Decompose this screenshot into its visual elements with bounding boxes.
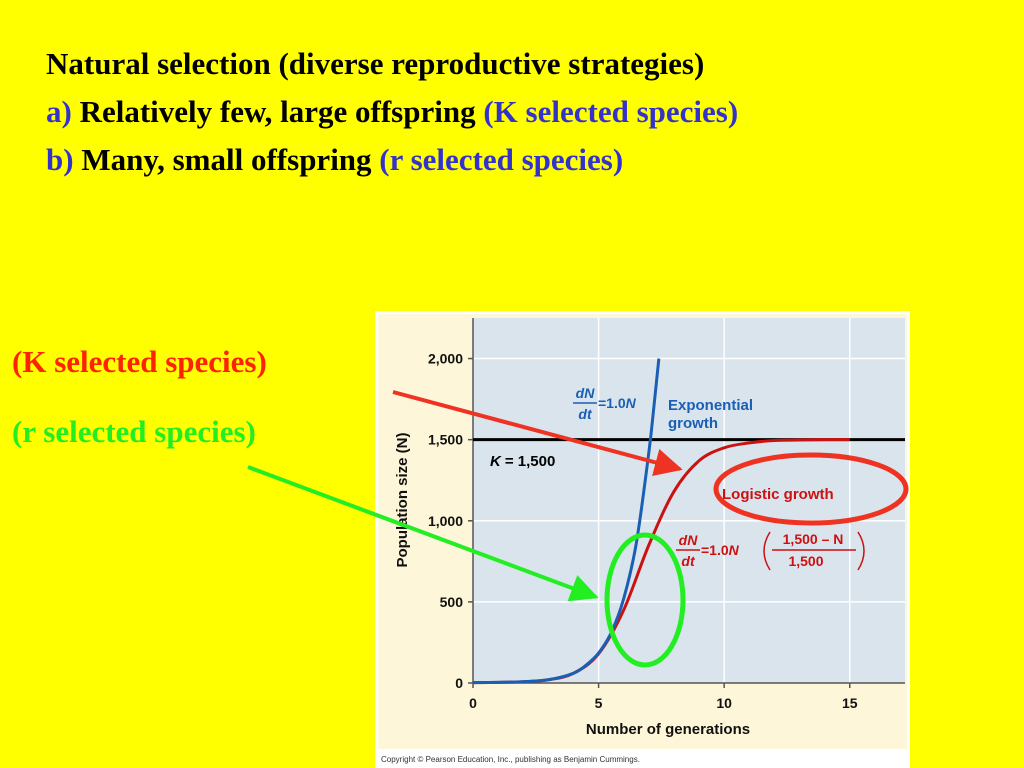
k-selected-arrow bbox=[392, 390, 683, 476]
title-line-2: a) Relatively few, large offspring (K se… bbox=[46, 88, 738, 136]
log-eq-paren-right bbox=[857, 531, 865, 571]
log-eq-paren-numerator: 1,500 – N bbox=[783, 531, 844, 547]
carrying-capacity-label: K = 1,500 bbox=[490, 453, 555, 470]
exp-eq-rhs: =1.0N bbox=[598, 395, 637, 411]
title-line-3: b) Many, small offspring (r selected spe… bbox=[46, 136, 738, 184]
copyright-strip bbox=[378, 749, 907, 768]
log-eq-paren-denominator: 1,500 bbox=[788, 553, 823, 569]
exponential-label-line1: Exponential bbox=[668, 397, 753, 414]
x-tick-label: 0 bbox=[469, 695, 477, 711]
axes bbox=[468, 318, 905, 688]
y-tick-label: 500 bbox=[440, 594, 464, 610]
log-eq-rhs: =1.0N bbox=[701, 542, 740, 558]
r-selected-label: (r selected species) bbox=[12, 414, 256, 449]
r-highlight-ellipse bbox=[604, 532, 686, 668]
exp-eq-numerator: dN bbox=[576, 385, 596, 401]
exp-eq-coefficient: =1.0 bbox=[598, 395, 626, 411]
k-selected-label: (K selected species) bbox=[12, 344, 267, 380]
title-block: Natural selection (diverse reproductive … bbox=[46, 40, 738, 184]
exponential-label-line2: growth bbox=[668, 415, 718, 432]
plot-area bbox=[473, 318, 905, 683]
y-tick-label: 1,000 bbox=[428, 513, 463, 529]
exponential-growth-curve bbox=[472, 358, 661, 685]
logistic-label: Logistic growth bbox=[722, 486, 834, 503]
k-label-open: ( bbox=[12, 344, 23, 379]
x-axis-label: Number of generations bbox=[586, 721, 750, 738]
exp-eq-var: N bbox=[626, 395, 637, 411]
log-eq-denominator: dt bbox=[681, 553, 696, 569]
x-tick-label: 5 bbox=[595, 695, 603, 711]
logistic-highlight-ellipse bbox=[713, 452, 909, 526]
k-value: = 1,500 bbox=[505, 453, 555, 470]
r-selected-arrow bbox=[247, 465, 599, 602]
option-b-marker: b) bbox=[46, 142, 74, 177]
y-tick-label: 0 bbox=[455, 675, 463, 691]
k-var: K bbox=[490, 453, 502, 470]
log-eq-coefficient: =1.0 bbox=[701, 542, 729, 558]
y-tick-label: 1,500 bbox=[428, 432, 463, 448]
k-label-rest: selected species) bbox=[46, 344, 267, 379]
log-eq-paren-left bbox=[763, 531, 771, 571]
option-a-label: (K selected species) bbox=[483, 94, 739, 129]
y-tick-label: 2,000 bbox=[428, 351, 463, 367]
y-axis-label: Population size (N) bbox=[394, 432, 411, 567]
option-a-marker: a) bbox=[46, 94, 72, 129]
title-line-1: Natural selection (diverse reproductive … bbox=[46, 46, 705, 81]
option-b-label: (r selected species) bbox=[379, 142, 624, 177]
log-eq-var: N bbox=[729, 542, 740, 558]
logistic-equation: dN dt =1.0N 1,500 – N 1,500 bbox=[676, 531, 865, 571]
k-label-letter: K bbox=[22, 344, 47, 379]
log-eq-numerator: dN bbox=[679, 532, 699, 548]
exp-eq-denominator: dt bbox=[578, 406, 593, 422]
x-tick-label: 15 bbox=[842, 695, 858, 711]
copyright-text: Copyright © Pearson Education, Inc., pub… bbox=[381, 755, 640, 764]
x-tick-label: 10 bbox=[716, 695, 732, 711]
option-a-text: Relatively few, large offspring bbox=[79, 94, 476, 129]
option-b-text: Many, small offspring bbox=[81, 142, 372, 177]
exponential-equation: dN dt =1.0N bbox=[573, 385, 637, 422]
tick-labels: 0 5 10 15 0 500 1,000 1,500 2,000 bbox=[428, 351, 858, 711]
